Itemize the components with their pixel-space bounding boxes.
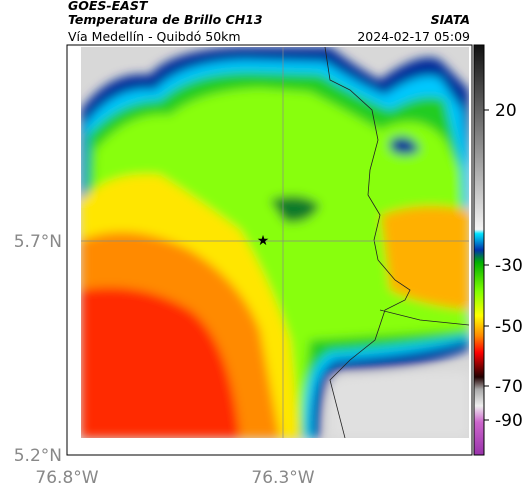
map-frame <box>66 44 473 456</box>
route: Vía Medellín - Quibdó 50km <box>68 29 241 44</box>
colorbar-tick-label: -90 <box>495 411 523 431</box>
brand: SIATA <box>431 12 470 27</box>
lat-label: 5.2°N <box>14 446 62 466</box>
lon-label: 76.8°W <box>35 468 98 488</box>
lon-label: 76.3°W <box>251 468 314 488</box>
colorbar-tick-label: -30 <box>495 256 523 276</box>
colorbar-tick-label: 20 <box>495 101 517 121</box>
lon-labels: 76.8°W 76.3°W <box>35 468 314 488</box>
colorbar-tick-label: -70 <box>495 377 523 397</box>
timestamp: 2024-02-17 05:09 <box>357 29 470 44</box>
lat-labels: 5.7°N 5.2°N <box>14 232 62 466</box>
location-marker: ★ <box>257 233 270 249</box>
colorbar-tick-label: -50 <box>495 317 523 337</box>
source: GOES-EAST <box>68 0 149 13</box>
title: Temperatura de Brillo CH13 <box>68 12 263 27</box>
colorbar-ticks: 20 -30 -50 -70 -90 <box>484 101 523 431</box>
colorbar <box>473 44 485 456</box>
satellite-image <box>81 47 469 438</box>
lat-label: 5.7°N <box>14 232 62 252</box>
